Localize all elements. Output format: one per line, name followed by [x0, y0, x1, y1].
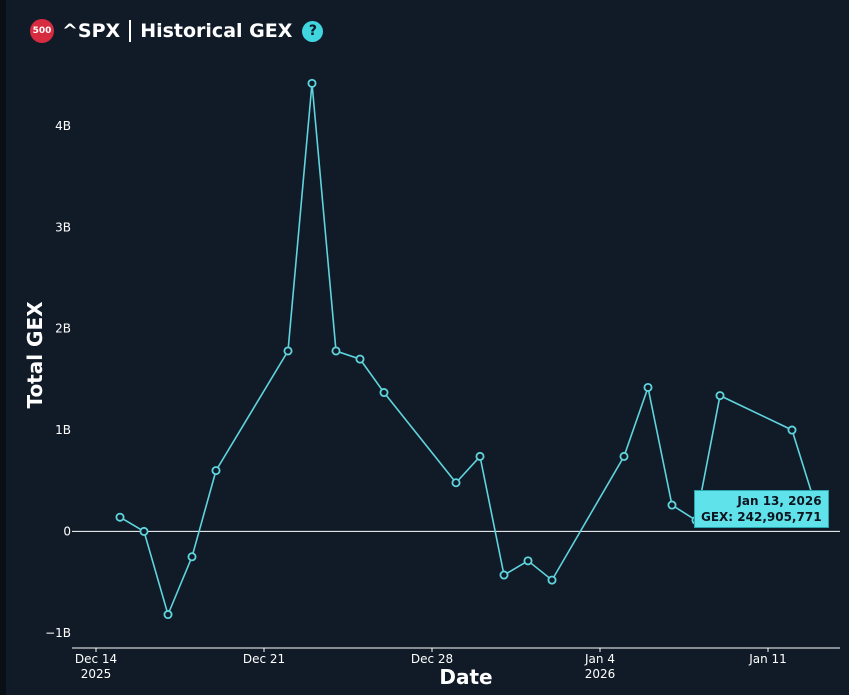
x-tick-year-label: 2026: [585, 667, 616, 681]
y-tick-label: 0: [63, 524, 71, 538]
tooltip-value: GEX: 242,905,771: [701, 510, 822, 524]
y-tick-label: 3B: [55, 220, 71, 234]
index-badge-icon: 500: [30, 19, 54, 43]
y-tick-label: 4B: [55, 119, 71, 133]
data-point[interactable]: [187, 552, 197, 562]
x-tick-label: Jan 4: [584, 652, 615, 666]
data-point[interactable]: [331, 346, 341, 356]
y-tick-label: 1B: [55, 423, 71, 437]
data-point[interactable]: [715, 391, 725, 401]
data-point[interactable]: [139, 526, 149, 536]
data-point[interactable]: [283, 346, 293, 356]
x-tick-label: Jan 11: [748, 652, 787, 666]
help-icon[interactable]: ?: [302, 20, 324, 42]
data-point[interactable]: [619, 451, 629, 461]
x-tick-label: Dec 28: [411, 652, 453, 666]
y-axis-title: Total GEX: [23, 301, 47, 409]
hover-tooltip: Jan 13, 2026 GEX: 242,905,771: [694, 490, 829, 528]
title-divider: [129, 20, 132, 42]
data-point[interactable]: [475, 451, 485, 461]
data-point[interactable]: [379, 388, 389, 398]
x-tick-year-label: 2025: [81, 667, 112, 681]
data-point[interactable]: [451, 478, 461, 488]
chart-header: 500 ^SPX Historical GEX ?: [30, 16, 324, 46]
y-tick-label: 2B: [55, 322, 71, 336]
y-tick-label: −1B: [45, 626, 71, 640]
data-point[interactable]: [499, 570, 509, 580]
gex-series-line: [119, 83, 817, 617]
gex-data-points[interactable]: [115, 78, 821, 620]
x-axis-title: Date: [439, 665, 492, 689]
chart-title: Historical GEX: [140, 20, 293, 42]
data-point[interactable]: [355, 354, 365, 364]
data-point[interactable]: [643, 382, 653, 392]
data-point[interactable]: [667, 500, 677, 510]
data-point[interactable]: [547, 575, 557, 585]
data-point[interactable]: [163, 610, 173, 620]
data-point[interactable]: [787, 425, 797, 435]
ticker-symbol: ^SPX: [62, 20, 121, 42]
tooltip-date: Jan 13, 2026: [737, 494, 822, 508]
data-point[interactable]: [307, 78, 317, 88]
x-tick-label: Dec 14: [75, 652, 117, 666]
data-point[interactable]: [211, 466, 221, 476]
x-tick-label: Dec 21: [243, 652, 285, 666]
data-point[interactable]: [115, 512, 125, 522]
data-point[interactable]: [523, 556, 533, 566]
y-axis: −1B 0 1B 2B 3B 4B: [45, 119, 71, 640]
